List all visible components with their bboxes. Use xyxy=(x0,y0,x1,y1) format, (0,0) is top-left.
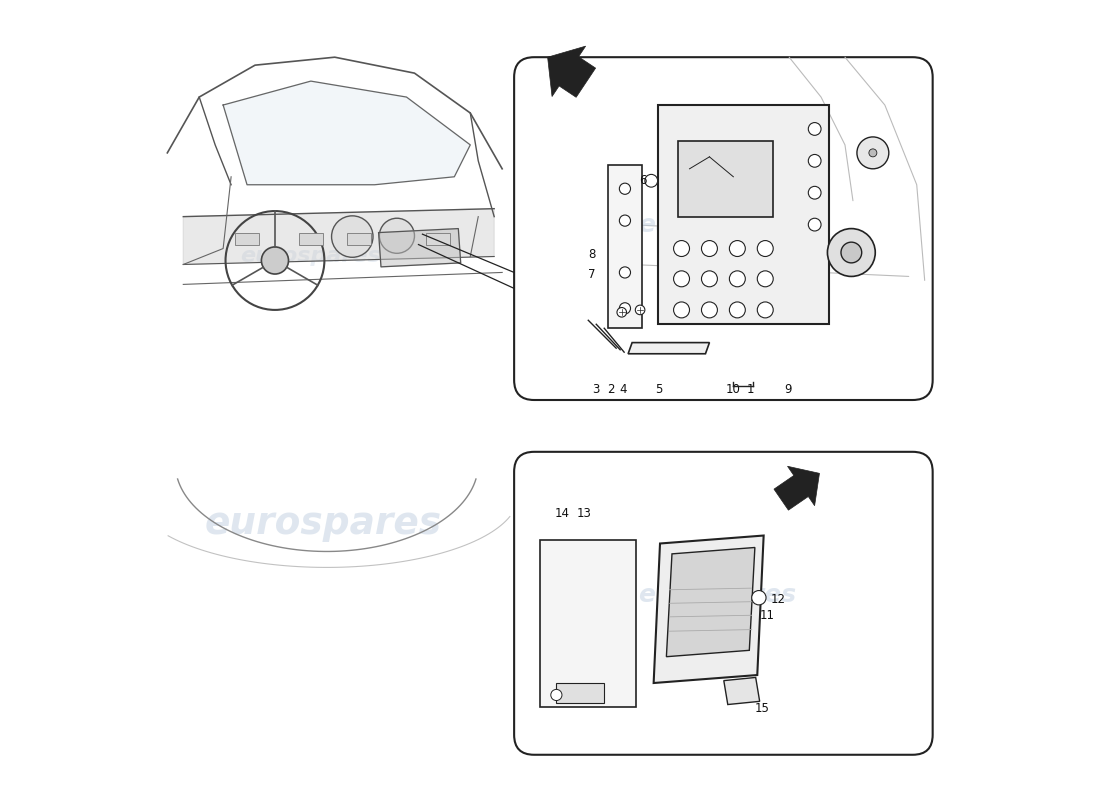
Circle shape xyxy=(702,271,717,286)
Text: 2: 2 xyxy=(607,383,614,396)
Text: eurospares: eurospares xyxy=(205,506,441,542)
Circle shape xyxy=(751,590,766,605)
Circle shape xyxy=(808,218,821,231)
Text: 5: 5 xyxy=(656,383,663,396)
Polygon shape xyxy=(548,46,595,98)
Circle shape xyxy=(808,122,821,135)
Bar xyxy=(608,165,641,328)
Circle shape xyxy=(729,241,746,257)
Polygon shape xyxy=(774,466,820,510)
Text: 12: 12 xyxy=(770,593,785,606)
Bar xyxy=(658,105,829,324)
Circle shape xyxy=(673,302,690,318)
Circle shape xyxy=(619,183,630,194)
Circle shape xyxy=(808,186,821,199)
Circle shape xyxy=(673,241,690,257)
Bar xyxy=(540,539,636,707)
Polygon shape xyxy=(223,81,471,185)
Circle shape xyxy=(702,302,717,318)
Text: 1: 1 xyxy=(747,383,755,396)
Circle shape xyxy=(757,241,773,257)
Circle shape xyxy=(869,149,877,157)
Polygon shape xyxy=(628,342,710,354)
Circle shape xyxy=(729,302,746,318)
Circle shape xyxy=(636,305,645,314)
Circle shape xyxy=(857,137,889,169)
Bar xyxy=(346,233,371,245)
Circle shape xyxy=(757,271,773,286)
Circle shape xyxy=(619,302,630,314)
Polygon shape xyxy=(557,683,604,703)
Circle shape xyxy=(619,215,630,226)
Circle shape xyxy=(617,307,627,317)
Circle shape xyxy=(331,216,373,258)
Text: 9: 9 xyxy=(784,383,791,396)
Bar xyxy=(427,233,450,245)
Circle shape xyxy=(551,690,562,701)
Text: 15: 15 xyxy=(755,702,770,715)
Circle shape xyxy=(808,154,821,167)
Text: 8: 8 xyxy=(587,248,595,261)
Bar xyxy=(299,233,322,245)
Bar xyxy=(678,141,773,217)
Circle shape xyxy=(842,242,861,263)
Text: 4: 4 xyxy=(619,383,627,396)
Circle shape xyxy=(379,218,415,254)
Circle shape xyxy=(645,174,658,187)
FancyBboxPatch shape xyxy=(514,452,933,754)
Text: eurospares: eurospares xyxy=(638,213,796,237)
Circle shape xyxy=(262,247,288,274)
Text: 7: 7 xyxy=(587,268,595,282)
Circle shape xyxy=(673,271,690,286)
Circle shape xyxy=(757,302,773,318)
Polygon shape xyxy=(724,678,760,705)
Polygon shape xyxy=(667,547,755,657)
Circle shape xyxy=(619,267,630,278)
Circle shape xyxy=(729,271,746,286)
Text: 3: 3 xyxy=(593,383,600,396)
Text: eurospares: eurospares xyxy=(241,246,382,266)
FancyBboxPatch shape xyxy=(514,57,933,400)
Polygon shape xyxy=(378,229,461,267)
Text: 13: 13 xyxy=(576,506,592,520)
Polygon shape xyxy=(184,209,494,265)
Polygon shape xyxy=(653,535,763,683)
Text: 6: 6 xyxy=(639,174,647,187)
Text: 14: 14 xyxy=(554,506,570,520)
Circle shape xyxy=(702,241,717,257)
Bar xyxy=(235,233,258,245)
Text: 10: 10 xyxy=(726,383,740,396)
Text: eurospares: eurospares xyxy=(638,583,796,607)
Text: 11: 11 xyxy=(759,609,774,622)
Circle shape xyxy=(827,229,876,277)
